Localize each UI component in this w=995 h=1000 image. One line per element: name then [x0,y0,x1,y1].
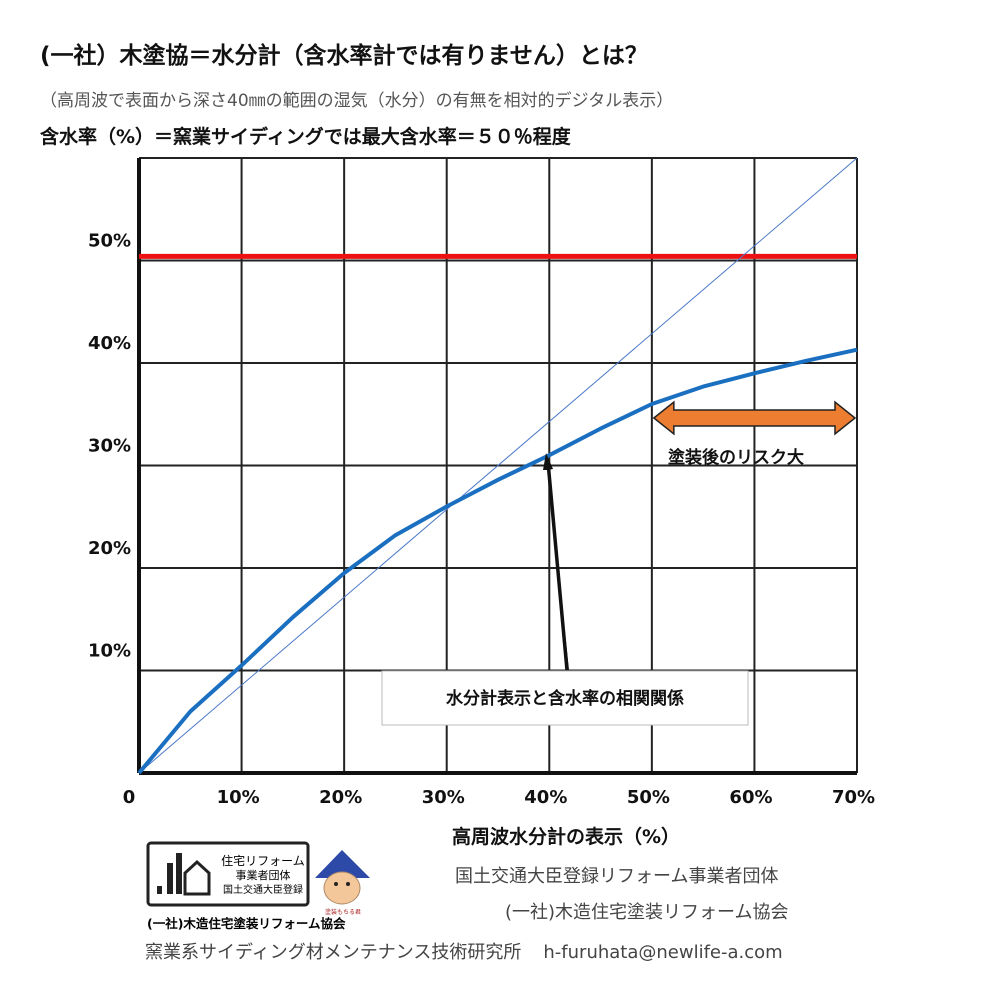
y-tick-label: 50% [88,231,131,252]
x-tick-label: 20% [319,787,362,808]
x-axis-label: 高周波水分計の表示（%） [452,826,681,848]
callout-box [381,670,749,726]
page-title: (一社）木塗協＝水分計（含水率計では有りません）とは？ [40,43,648,69]
logo-org: (一社)木造住宅塗装リフォーム協会 [147,916,346,931]
callout-pointer-line [546,461,569,671]
logo-line2: 事業者団体 [236,868,291,882]
diagonal-line [138,157,858,774]
x-tick-label: 0 [123,787,136,808]
logo-line1: 住宅リフォーム [221,853,305,868]
x-tick-label: 30% [422,787,465,808]
logo-line3: 国土交通大臣登録 [223,883,303,896]
y-tick-label: 30% [88,436,131,457]
org-line1: 国土交通大臣登録リフォーム事業者団体 [455,866,779,887]
x-tick-label: 10% [217,787,260,808]
chart: 0 10% 20% 30% 40% 50% 60% 70% 10% 20% 30% 40% 50% 塗装後… [88,157,875,808]
x-tick-label: 70% [832,787,875,808]
y-tick-label: 40% [88,333,131,354]
callout-label: 水分計表示と含水率の相関関係 [446,688,684,709]
mascot-name: 塗装もちる君 [325,908,361,916]
x-tick-label: 60% [729,787,772,808]
y-axis-label: 含水率（%）＝窯業サイディングでは最大含水率＝５０％程度 [40,126,571,148]
x-tick-label: 50% [627,787,670,808]
y-tick-label: 20% [88,538,131,559]
lab-name: 窯業系サイディング材メンテナンス技術研究所 [145,942,522,963]
contact-email: h-furuhata@newlife-a.com [543,942,783,963]
page-subtitle: （高周波で表面から深さ40㎜の範囲の湿気（水分）の有無を相対的デジタル表示） [40,91,674,111]
footer: 窯業系サイディング材メンテナンス技術研究所 h-furuhata@newlife-… [145,938,783,964]
risk-range-arrow [652,400,857,436]
org-line2: (一社)木造住宅塗装リフォーム協会 [505,902,789,923]
risk-label: 塗装後のリスク大 [668,447,804,468]
correlation-curve [137,347,858,775]
association-logo: 住宅リフォーム 事業者団体 国土交通大臣登録 塗装もちる君 (一社)木造住宅塗装… [146,841,370,931]
x-tick-label: 40% [524,787,567,808]
y-tick-label: 10% [88,641,131,662]
